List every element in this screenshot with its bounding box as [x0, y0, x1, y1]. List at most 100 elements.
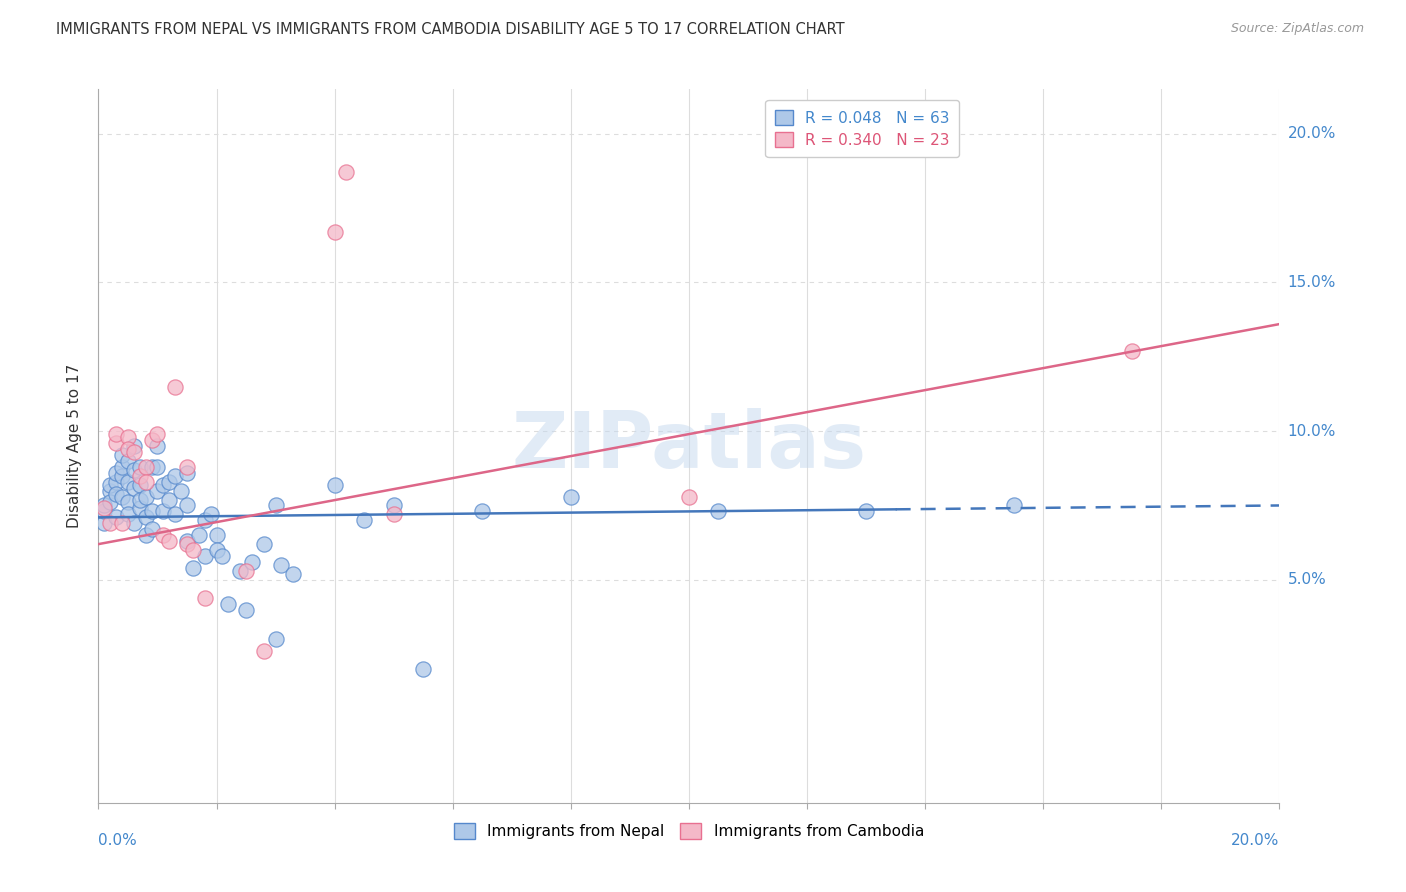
Point [205, 543, 228, 558]
Point [181, 543, 204, 558]
Point [264, 632, 287, 647]
Point [105, 486, 128, 500]
Text: 10.0%: 10.0% [1288, 424, 1336, 439]
Point [141, 459, 163, 474]
Point [382, 508, 405, 522]
Point [135, 510, 157, 524]
Point [176, 499, 198, 513]
Point [323, 225, 346, 239]
Point [98, 477, 121, 491]
Point [128, 459, 150, 474]
Point [93, 504, 115, 518]
Point [111, 448, 134, 462]
Point [235, 564, 257, 578]
Text: 15.0%: 15.0% [1288, 275, 1336, 290]
Point [157, 492, 180, 507]
Point [471, 504, 494, 518]
Text: 20.0%: 20.0% [1288, 127, 1336, 141]
Point [152, 504, 174, 518]
Point [117, 454, 139, 468]
Point [117, 495, 139, 509]
Point [141, 504, 163, 518]
Point [117, 442, 139, 456]
Text: 20.0%: 20.0% [1232, 833, 1279, 848]
Point [93, 499, 115, 513]
Point [128, 501, 150, 516]
Point [128, 492, 150, 507]
Point [105, 475, 128, 489]
Point [122, 481, 145, 495]
Point [170, 483, 193, 498]
Point [122, 516, 145, 531]
Point [200, 508, 222, 522]
Point [122, 445, 145, 459]
Point [335, 165, 357, 179]
Point [105, 510, 128, 524]
Point [128, 468, 150, 483]
Point [98, 516, 121, 531]
Text: ZIPatlas: ZIPatlas [512, 408, 866, 484]
Text: IMMIGRANTS FROM NEPAL VS IMMIGRANTS FROM CAMBODIA DISABILITY AGE 5 TO 17 CORRELA: IMMIGRANTS FROM NEPAL VS IMMIGRANTS FROM… [56, 22, 845, 37]
Point [176, 466, 198, 480]
Point [117, 430, 139, 444]
Point [141, 522, 163, 536]
Point [98, 483, 121, 498]
Point [105, 436, 128, 450]
Point [855, 504, 877, 518]
Point [111, 490, 134, 504]
Point [412, 662, 434, 676]
Point [111, 459, 134, 474]
Point [146, 459, 169, 474]
Point [270, 558, 292, 572]
Point [194, 549, 217, 563]
Point [264, 499, 287, 513]
Point [141, 433, 163, 447]
Point [194, 591, 217, 605]
Point [111, 516, 134, 531]
Point [105, 427, 128, 442]
Point [240, 555, 263, 569]
Point [194, 513, 217, 527]
Point [135, 475, 157, 489]
Point [253, 644, 276, 658]
Point [98, 495, 121, 509]
Point [146, 439, 169, 453]
Text: Source: ZipAtlas.com: Source: ZipAtlas.com [1230, 22, 1364, 36]
Point [187, 528, 209, 542]
Point [135, 528, 157, 542]
Y-axis label: Disability Age 5 to 17: Disability Age 5 to 17 [67, 364, 83, 528]
Point [353, 513, 375, 527]
Point [152, 477, 174, 491]
Point [152, 528, 174, 542]
Point [176, 459, 198, 474]
Point [235, 602, 257, 616]
Point [211, 549, 233, 563]
Point [165, 468, 187, 483]
Point [93, 501, 115, 516]
Point [157, 534, 180, 549]
Point [117, 475, 139, 489]
Point [122, 463, 145, 477]
Point [176, 537, 198, 551]
Point [217, 597, 239, 611]
Point [105, 466, 128, 480]
Text: 5.0%: 5.0% [1288, 573, 1326, 587]
Legend: Immigrants from Nepal, Immigrants from Cambodia: Immigrants from Nepal, Immigrants from C… [447, 817, 931, 845]
Point [157, 475, 180, 489]
Point [560, 490, 582, 504]
Point [176, 534, 198, 549]
Point [1002, 499, 1025, 513]
Point [229, 564, 252, 578]
Point [93, 516, 115, 531]
Point [707, 504, 730, 518]
Point [146, 427, 169, 442]
Point [165, 508, 187, 522]
Point [135, 459, 157, 474]
Point [181, 561, 204, 575]
Point [323, 477, 346, 491]
Text: 0.0%: 0.0% [98, 833, 138, 848]
Point [111, 468, 134, 483]
Point [1121, 343, 1143, 358]
Point [253, 537, 276, 551]
Point [146, 483, 169, 498]
